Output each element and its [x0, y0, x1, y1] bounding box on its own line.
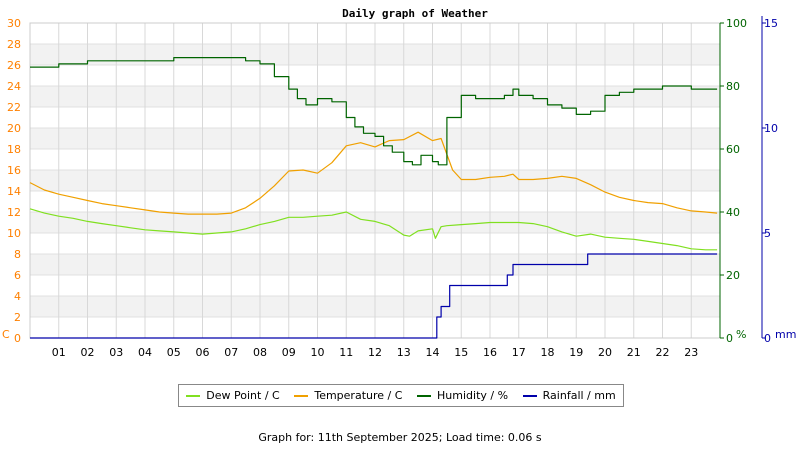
y-tick-label-humidity: 60 [726, 143, 740, 156]
legend-label-temperature: Temperature / C [314, 389, 403, 402]
y-tick-label-left: 28 [7, 38, 21, 51]
x-tick-label: 06 [196, 346, 210, 359]
weather-chart: Daily graph of Weather024681012141618202… [2, 7, 796, 359]
y-tick-label-rainfall: 15 [764, 17, 778, 30]
y-tick-label-left: 6 [14, 269, 21, 282]
x-tick-label: 09 [282, 346, 296, 359]
humidity-line [30, 57, 718, 166]
y-tick-label-humidity: 100 [726, 17, 747, 30]
y-tick-label-left: 4 [14, 290, 21, 303]
y-tick-label-left: 16 [7, 164, 21, 177]
legend-label-humidity: Humidity / % [437, 389, 509, 402]
y-tick-label-left: 8 [14, 248, 21, 261]
y-tick-label-humidity: 20 [726, 269, 740, 282]
y-tick-label-left: 12 [7, 206, 21, 219]
y-tick-label-left: 26 [7, 59, 21, 72]
x-tick-label: 08 [253, 346, 267, 359]
legend-item-rainfall: Rainfall / mm [522, 389, 616, 402]
y-tick-label-left: 2 [14, 311, 21, 324]
x-tick-label: 07 [224, 346, 238, 359]
legend-swatch-rainfall [522, 394, 537, 397]
legend-item-humidity: Humidity / % [417, 389, 508, 402]
x-tick-label: 20 [598, 346, 612, 359]
y-axis-unit-left: C [2, 328, 10, 341]
legend-label-dew-point: Dew Point / C [206, 389, 280, 402]
y-tick-label-rainfall: 10 [764, 122, 778, 135]
x-tick-label: 16 [483, 346, 497, 359]
legend-item-dew-point: Dew Point / C [186, 389, 280, 402]
legend-swatch-dew-point [186, 394, 201, 397]
x-tick-label: 14 [426, 346, 440, 359]
y-tick-label-left: 14 [7, 185, 21, 198]
y-tick-label-left: 10 [7, 227, 21, 240]
temperature-line [29, 131, 718, 215]
x-tick-label: 11 [339, 346, 353, 359]
rainfall-line [30, 253, 718, 339]
y-tick-label-rainfall: 0 [764, 332, 771, 345]
y-axis-unit-rainfall: mm [775, 328, 796, 341]
y-tick-label-left: 0 [14, 332, 21, 345]
y-tick-label-humidity: 80 [726, 80, 740, 93]
y-axis-unit-humidity: % [736, 328, 746, 341]
legend-item-temperature: Temperature / C [294, 389, 402, 402]
x-tick-label: 22 [656, 346, 670, 359]
x-tick-label: 18 [541, 346, 555, 359]
x-tick-label: 04 [138, 346, 152, 359]
y-tick-label-left: 18 [7, 143, 21, 156]
y-tick-label-rainfall: 5 [764, 227, 771, 240]
legend-label-rainfall: Rainfall / mm [542, 389, 616, 402]
x-tick-label: 15 [454, 346, 468, 359]
x-tick-label: 21 [627, 346, 641, 359]
x-tick-label: 23 [684, 346, 698, 359]
legend: Dew Point / C Temperature / C Humidity /… [178, 384, 624, 407]
x-tick-label: 17 [512, 346, 526, 359]
y-tick-label-left: 22 [7, 101, 21, 114]
x-tick-label: 10 [311, 346, 325, 359]
chart-title: Daily graph of Weather [342, 7, 488, 20]
x-tick-label: 01 [52, 346, 66, 359]
x-tick-label: 03 [109, 346, 123, 359]
legend-swatch-temperature [294, 394, 309, 397]
x-tick-label: 19 [569, 346, 583, 359]
y-tick-label-left: 20 [7, 122, 21, 135]
x-tick-label: 12 [368, 346, 382, 359]
y-tick-label-humidity: 0 [726, 332, 733, 345]
footer-status: Graph for: 11th September 2025; Load tim… [258, 431, 542, 444]
legend-swatch-humidity [417, 394, 432, 397]
x-tick-label: 05 [167, 346, 181, 359]
y-tick-label-left: 30 [7, 17, 21, 30]
x-tick-label: 13 [397, 346, 411, 359]
dew-point-line [29, 208, 718, 251]
y-tick-label-humidity: 40 [726, 206, 740, 219]
y-tick-label-left: 24 [7, 80, 21, 93]
x-tick-label: 02 [81, 346, 95, 359]
